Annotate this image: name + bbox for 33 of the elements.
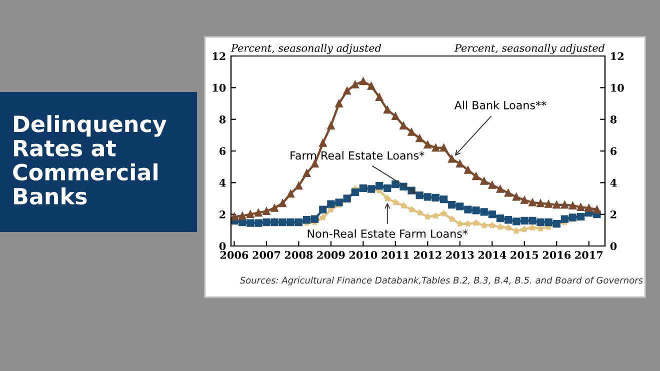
x-tick-label: 2017 bbox=[575, 251, 603, 259]
x-tick-label: 2011 bbox=[382, 251, 409, 259]
x-tick-label: 2007 bbox=[252, 251, 280, 259]
y2-axis-title: Percent, seasonally adjusted bbox=[454, 44, 605, 54]
x-tick-label: 2016 bbox=[542, 251, 571, 259]
y2-tick-label: 2 bbox=[610, 210, 616, 218]
x-tick-label: 2013 bbox=[446, 251, 474, 259]
x-tick-label: 2010 bbox=[349, 251, 378, 259]
y2-tick-label: 12 bbox=[611, 52, 624, 60]
text: Farm Real Estate Loans* bbox=[290, 151, 424, 160]
text: Delinquency Rates at Commercial Banks bbox=[13, 115, 166, 205]
y-tick-label: 6 bbox=[220, 147, 226, 156]
x-tick-label: 2008 bbox=[284, 251, 313, 259]
y-tick-label: 0 bbox=[219, 242, 226, 250]
x-tick-label: 2014 bbox=[478, 251, 506, 259]
series-label: Non-Real Estate Farm Loans* bbox=[308, 229, 468, 238]
x-tick-label: 2006 bbox=[220, 251, 248, 259]
y-axis-title: Percent, seasonally adjusted bbox=[230, 44, 382, 54]
x-tick-label: 2009 bbox=[317, 251, 345, 259]
y2-tick-label: 6 bbox=[610, 147, 617, 156]
y2-tick-label: 10 bbox=[611, 84, 624, 92]
y2-tick-label: 8 bbox=[610, 116, 617, 124]
y-tick-label: 12 bbox=[212, 52, 226, 60]
x-tick-label: 2012 bbox=[414, 251, 442, 259]
x-tick-label: 2015 bbox=[510, 251, 538, 259]
y-tick-label: 10 bbox=[212, 84, 226, 92]
y-tick-label: 8 bbox=[219, 116, 226, 124]
y-tick-label: 4 bbox=[219, 178, 226, 187]
y2-tick-label: 0 bbox=[610, 242, 617, 250]
text: All Bank Loans** bbox=[454, 100, 546, 110]
source-note: Sources: Agricultural Finance Databank,Tables B.2, B.3, B.4, B.5. and Board of Governors bbox=[240, 276, 643, 286]
y2-tick-label: 4 bbox=[610, 178, 617, 187]
y-tick-label: 2 bbox=[220, 210, 226, 218]
